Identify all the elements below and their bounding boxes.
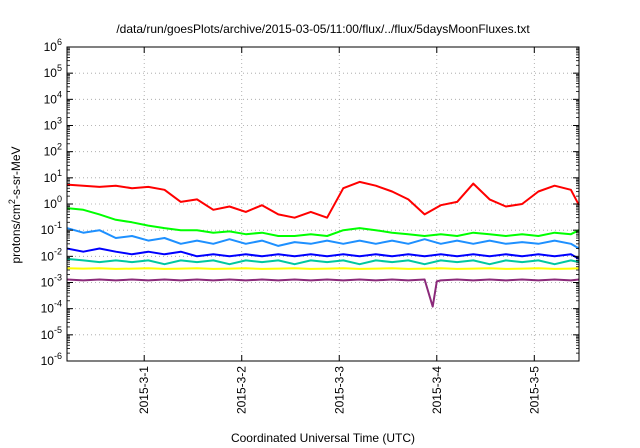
- y-tick-label-base: 10: [44, 171, 58, 185]
- y-tick-label-exp: 3: [57, 116, 62, 126]
- y-tick-label-exp: -2: [54, 246, 62, 256]
- series-line: [66, 267, 580, 270]
- y-tick-label-base: 10: [44, 197, 58, 211]
- y-tick-label: 103: [44, 116, 62, 133]
- tick-marks: [67, 46, 579, 362]
- y-tick-labels: 10610510410310210110010-110-210-310-410-…: [41, 37, 62, 368]
- x-tick-label: 2015-3-2: [235, 366, 249, 414]
- y-tick-label: 10-3: [41, 273, 62, 290]
- y-tick-label-base: 10: [44, 40, 58, 54]
- y-tick-label: 10-2: [41, 246, 62, 263]
- y-axis-label-base: protons/cm: [9, 204, 23, 263]
- y-tick-label-base: 10: [41, 328, 55, 342]
- y-tick-label-exp: 4: [57, 89, 62, 99]
- y-tick-label-base: 10: [44, 92, 58, 106]
- y-tick-label: 102: [44, 142, 62, 159]
- y-tick-label: 105: [44, 63, 62, 80]
- series-line: [66, 180, 580, 219]
- y-tick-label-base: 10: [41, 354, 55, 368]
- y-tick-label-exp: -3: [54, 273, 62, 283]
- y-tick-label: 10-4: [41, 299, 62, 316]
- y-tick-label-exp: 1: [57, 168, 62, 178]
- y-tick-label: 101: [44, 168, 62, 185]
- y-axis-label-rest: -s-sr-MeV: [9, 146, 23, 199]
- x-tick-labels: 2015-3-1 2015-3-2 2015-3-3 2015-3-4 2015-3-5: [137, 366, 541, 414]
- y-axis-label-sup: 2: [7, 199, 17, 204]
- y-tick-label-exp: 5: [57, 63, 62, 73]
- y-tick-label-base: 10: [41, 249, 55, 263]
- y-tick-label-exp: 0: [57, 194, 62, 204]
- y-tick-label: 10-6: [41, 351, 62, 368]
- y-tick-label-exp: -1: [54, 220, 62, 230]
- series-line: [66, 247, 580, 260]
- y-tick-label: 100: [44, 194, 62, 211]
- y-tick-label: 10-1: [41, 220, 62, 237]
- y-axis-label: protons/cm2-s-sr-MeV: [7, 146, 23, 263]
- y-tick-label-exp: 2: [57, 142, 62, 152]
- y-tick-label: 104: [44, 89, 62, 106]
- y-tick-label: 106: [44, 37, 62, 54]
- y-tick-label-exp: 6: [57, 37, 62, 47]
- y-tick-label-base: 10: [41, 223, 55, 237]
- series-line: [66, 278, 580, 308]
- chart-title: /data/run/goesPlots/archive/2015-03-05/1…: [116, 22, 530, 36]
- x-tick-label: 2015-3-5: [527, 366, 541, 414]
- x-tick-label: 2015-3-3: [332, 366, 346, 414]
- y-tick-label-base: 10: [44, 119, 58, 133]
- series-line: [66, 257, 580, 266]
- x-tick-label: 2015-3-4: [430, 366, 444, 414]
- y-tick-label-exp: -4: [54, 299, 62, 309]
- y-tick-label: 10-5: [41, 325, 62, 342]
- series-line: [66, 207, 580, 237]
- y-tick-label-exp: -5: [54, 325, 62, 335]
- y-tick-label-base: 10: [41, 276, 55, 290]
- x-tick-label: 2015-3-1: [137, 366, 151, 414]
- series-line: [66, 227, 580, 250]
- y-tick-label-base: 10: [41, 302, 55, 316]
- y-tick-label-base: 10: [44, 66, 58, 80]
- y-tick-label-base: 10: [44, 145, 58, 159]
- series-layer: [66, 180, 580, 308]
- x-axis-label: Coordinated Universal Time (UTC): [231, 431, 415, 445]
- y-tick-label-exp: -6: [54, 351, 62, 361]
